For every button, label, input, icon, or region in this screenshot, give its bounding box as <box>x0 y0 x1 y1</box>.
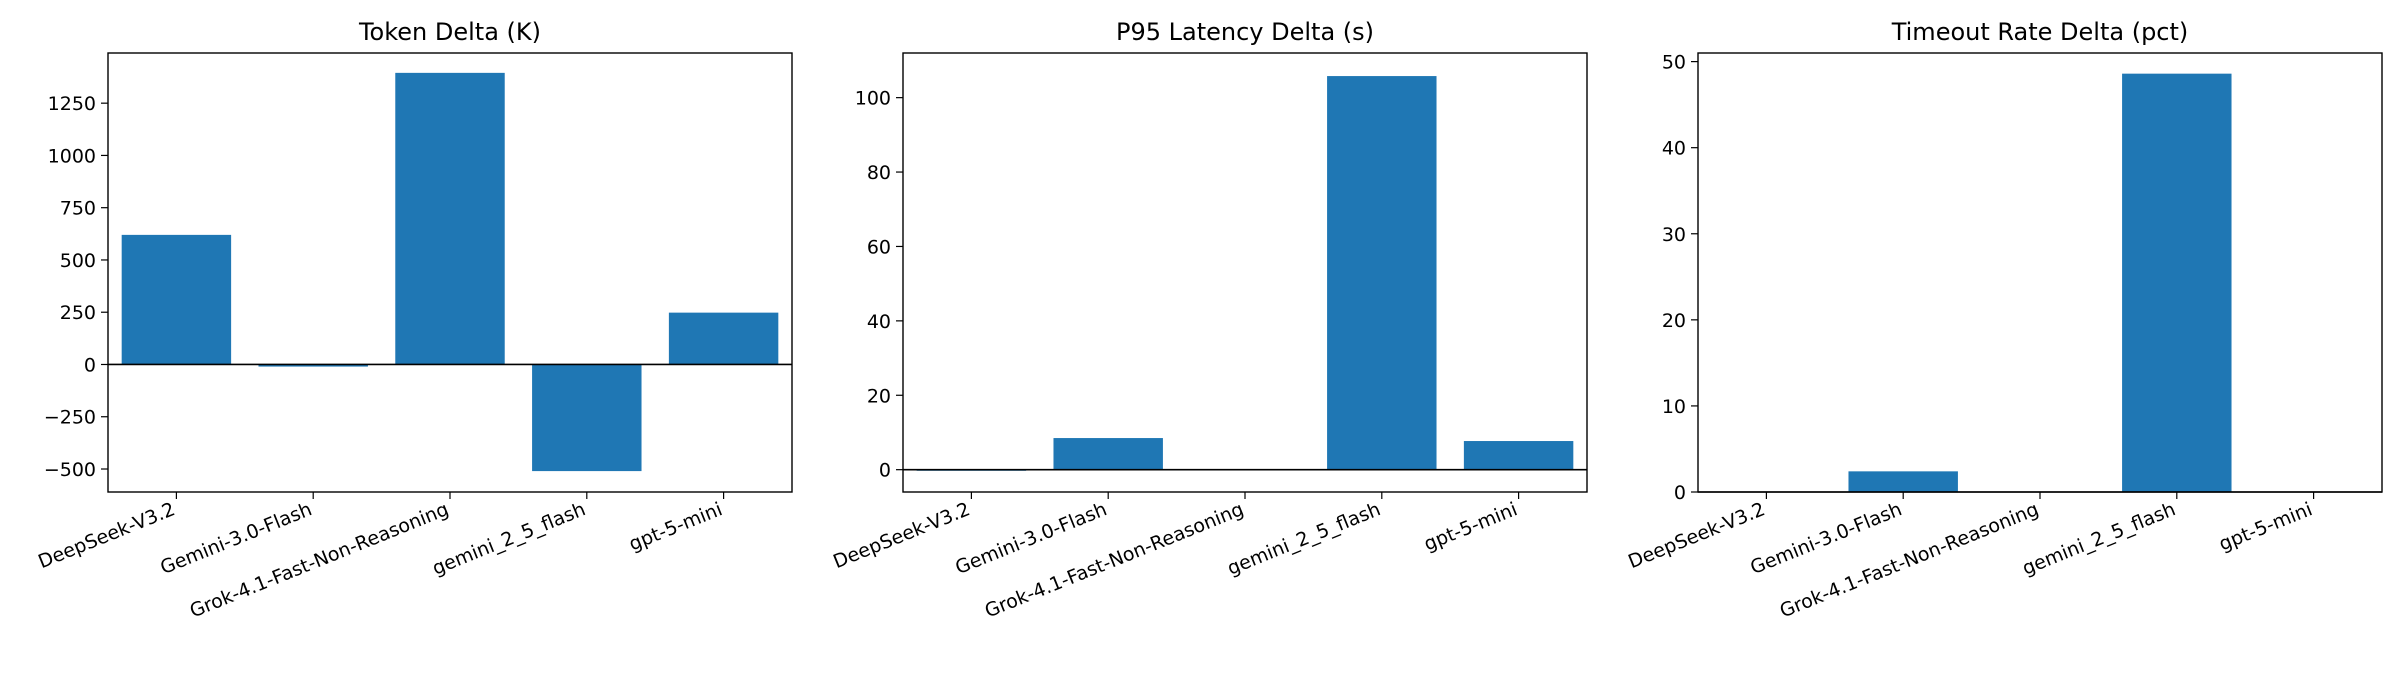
y-tick-label: 1250 <box>48 93 96 115</box>
y-tick-label: 20 <box>867 385 891 407</box>
x-tick-label: DeepSeek-V3.2 <box>830 498 973 573</box>
bar-gemini-3-0-flash <box>1848 471 1958 492</box>
bar-grok-4-1-fast-non-reasoning <box>395 72 505 365</box>
y-tick-label: 250 <box>60 302 96 324</box>
panel-title: Timeout Rate Delta (pct) <box>1891 18 2189 46</box>
y-tick-label: 0 <box>879 460 891 482</box>
y-tick-label: 20 <box>1662 310 1686 332</box>
bar-gemini-3-0-flash <box>1053 438 1163 470</box>
panel-title: P95 Latency Delta (s) <box>1116 18 1374 46</box>
y-tick-label: 10 <box>1662 396 1686 418</box>
x-tick-label: gpt-5-mini <box>1421 498 1521 555</box>
y-tick-label: 0 <box>1674 482 1686 504</box>
token-delta-panel: Token Delta (K) −500 −250 0 250 500 750 1000 12… <box>35 18 793 622</box>
bar-deepseek-v3-2 <box>121 234 232 365</box>
bar-gpt-5-mini <box>1463 441 1574 470</box>
bar-gpt-5-mini <box>668 312 779 365</box>
bar-gemini-2-5-flash <box>2122 73 2232 493</box>
p95-latency-delta-panel: P95 Latency Delta (s) 0 20 40 60 80 100 DeepSe… <box>830 18 1588 622</box>
bar-gemini-3-0-flash <box>258 364 368 367</box>
x-tick-label: gemini_2_5_flash <box>2019 498 2178 579</box>
y-tick-label: 60 <box>867 236 891 258</box>
x-tick-label: Grok-4.1-Fast-Non-Reasoning <box>982 498 1247 622</box>
y-tick-label: −500 <box>44 459 96 481</box>
y-tick-label: 0 <box>84 354 96 376</box>
x-tick-label: DeepSeek-V3.2 <box>35 498 178 573</box>
y-tick-label: 40 <box>1662 138 1686 160</box>
x-tick-label: Grok-4.1-Fast-Non-Reasoning <box>1777 498 2042 622</box>
y-tick-label: 1000 <box>48 145 96 167</box>
y-tick-label: 80 <box>867 162 891 184</box>
y-tick-label: −250 <box>44 407 96 429</box>
y-tick-label: 100 <box>855 88 891 110</box>
x-tick-label: gemini_2_5_flash <box>1224 498 1383 579</box>
y-tick-label: 50 <box>1662 52 1686 74</box>
timeout-rate-delta-panel: Timeout Rate Delta (pct) 0 10 20 30 40 50 Deep… <box>1625 18 2383 622</box>
y-tick-label: 500 <box>60 250 96 272</box>
y-tick-label: 30 <box>1662 224 1686 246</box>
bar-gemini-2-5-flash <box>1327 76 1437 470</box>
y-tick-label: 40 <box>867 311 891 333</box>
y-tick-label: 750 <box>60 198 96 220</box>
axes-frame <box>1697 52 2383 493</box>
x-tick-label: gpt-5-mini <box>2216 498 2316 555</box>
x-tick-label: DeepSeek-V3.2 <box>1625 498 1768 573</box>
x-tick-label: gpt-5-mini <box>626 498 726 555</box>
axes-frame <box>902 52 1588 493</box>
panel-title: Token Delta (K) <box>358 18 541 46</box>
x-tick-label: gemini_2_5_flash <box>429 498 588 579</box>
x-tick-label: Grok-4.1-Fast-Non-Reasoning <box>187 498 452 622</box>
bar-gemini-2-5-flash <box>532 364 642 472</box>
